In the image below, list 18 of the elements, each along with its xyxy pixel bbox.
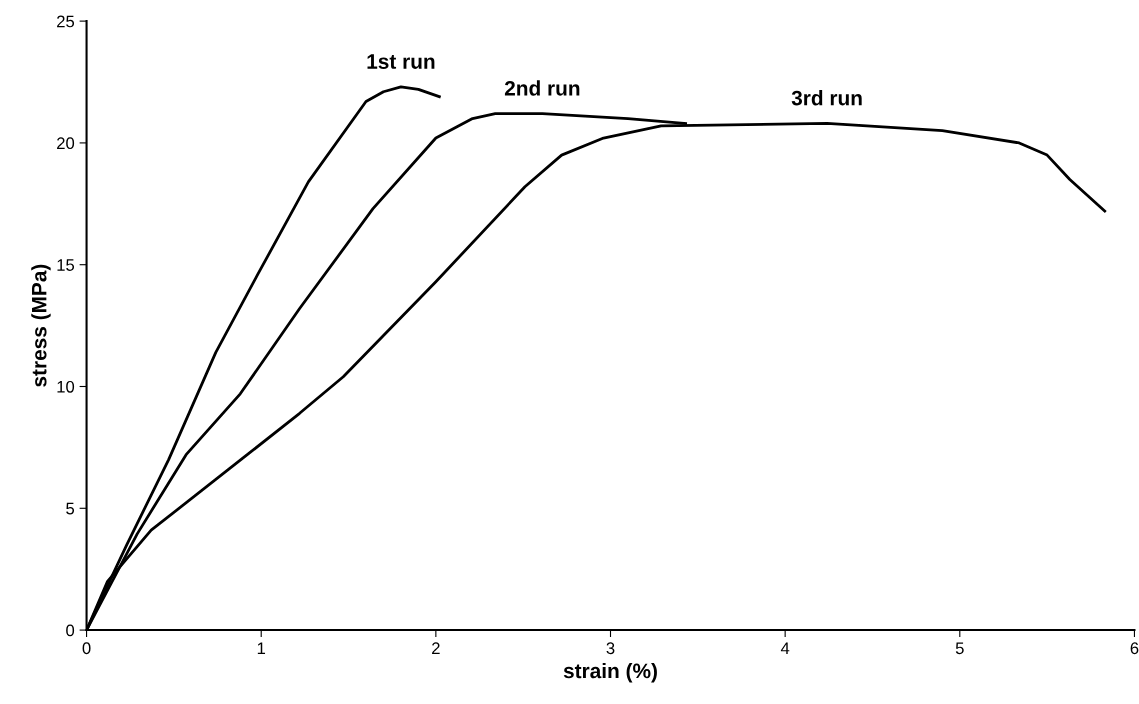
x-tick-label: 0 [82, 642, 91, 655]
x-tick-label: 2 [432, 642, 440, 654]
y-tick-label: 20 [57, 137, 75, 150]
y-tick-label: 10 [57, 380, 75, 393]
x-tick-label: 1 [257, 642, 266, 654]
x-tick-label: 6 [1130, 642, 1139, 655]
y-tick-label: 5 [66, 502, 75, 515]
x-tick-label: 4 [780, 642, 790, 654]
y-tick-label: 15 [57, 259, 75, 271]
y-tick-label: 0 [66, 624, 75, 637]
series-label: 3rd run [791, 90, 862, 106]
y-axis-title: stress (MPa) [31, 264, 51, 387]
x-axis-title: strain (%) [563, 662, 657, 683]
series-label: 1st run [367, 54, 435, 69]
series-label: 2nd run [504, 80, 580, 96]
y-tick-label: 25 [57, 15, 75, 28]
x-tick-label: 5 [955, 642, 964, 655]
x-tick-label: 3 [606, 642, 615, 655]
